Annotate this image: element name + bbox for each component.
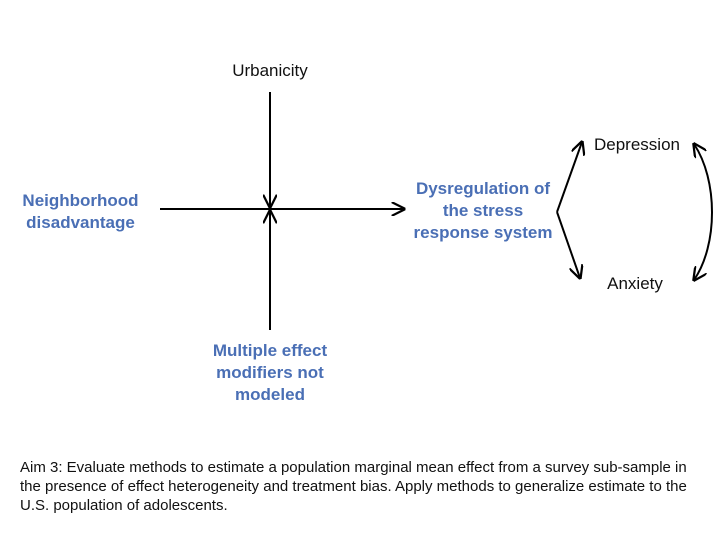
depression-anxiety-curve: [694, 144, 713, 280]
depression-arrow: [556, 142, 582, 213]
effect-modifiers-node: Multiple effect modifiers not modeled: [190, 340, 350, 406]
neighborhood-line-1: Neighborhood: [22, 191, 139, 210]
dysregulation-line-2: the stress: [442, 201, 524, 220]
anxiety-label: Anxiety: [585, 273, 685, 295]
aim-caption: Aim 3: Evaluate methods to estimate a po…: [20, 459, 687, 514]
neighborhood-line-2: disadvantage: [26, 213, 135, 232]
anxiety-text: Anxiety: [607, 274, 663, 293]
urbanicity-text: Urbanicity: [232, 61, 308, 80]
modifiers-line-1: Multiple effect: [212, 341, 328, 360]
depression-label: Depression: [582, 134, 692, 156]
neighborhood-disadvantage-node: Neighborhood disadvantage: [8, 190, 153, 234]
dysregulation-line-3: response system: [413, 223, 553, 242]
dysregulation-node: Dysregulation of the stress response sys…: [398, 178, 568, 244]
modifiers-line-3: modeled: [235, 385, 305, 404]
urbanicity-label: Urbanicity: [205, 60, 335, 82]
dysregulation-line-1: Dysregulation of: [415, 179, 551, 198]
depression-text: Depression: [594, 135, 680, 154]
modifiers-line-2: modifiers not: [216, 363, 324, 382]
anxiety-arrow: [556, 211, 580, 278]
